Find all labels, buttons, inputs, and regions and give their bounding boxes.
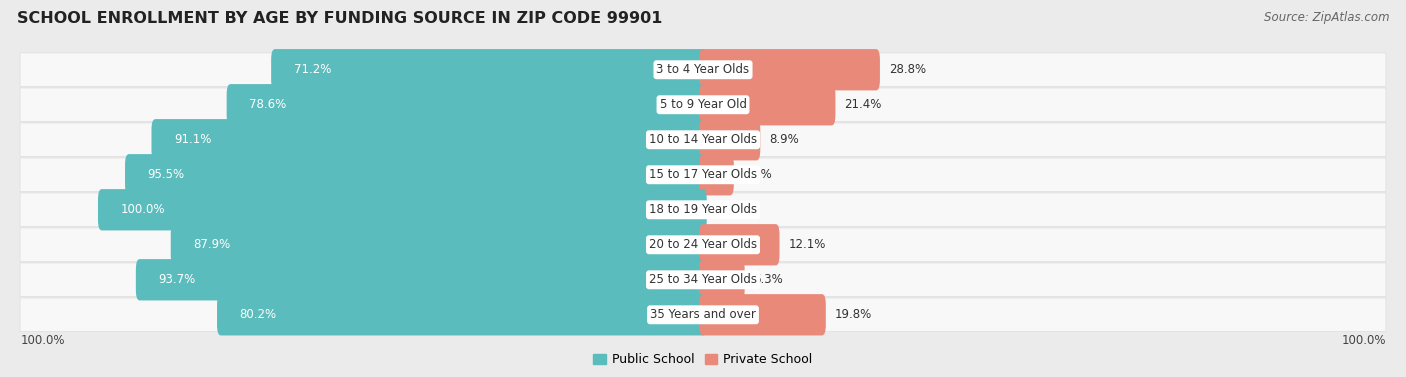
Text: 91.1%: 91.1%: [174, 133, 211, 146]
FancyBboxPatch shape: [699, 154, 734, 195]
Text: 80.2%: 80.2%: [239, 308, 277, 321]
FancyBboxPatch shape: [699, 259, 745, 300]
Text: 25 to 34 Year Olds: 25 to 34 Year Olds: [650, 273, 756, 286]
FancyBboxPatch shape: [271, 49, 707, 90]
FancyBboxPatch shape: [20, 228, 1386, 262]
FancyBboxPatch shape: [20, 193, 1386, 227]
Text: 93.7%: 93.7%: [159, 273, 195, 286]
FancyBboxPatch shape: [20, 53, 1386, 87]
FancyBboxPatch shape: [699, 84, 835, 126]
Text: 21.4%: 21.4%: [844, 98, 882, 111]
Text: 0.0%: 0.0%: [716, 203, 745, 216]
FancyBboxPatch shape: [136, 259, 707, 300]
FancyBboxPatch shape: [125, 154, 707, 195]
Text: 78.6%: 78.6%: [249, 98, 287, 111]
Text: 20 to 24 Year Olds: 20 to 24 Year Olds: [650, 238, 756, 251]
Text: 28.8%: 28.8%: [889, 63, 925, 76]
FancyBboxPatch shape: [20, 298, 1386, 332]
Text: 95.5%: 95.5%: [148, 168, 184, 181]
Text: SCHOOL ENROLLMENT BY AGE BY FUNDING SOURCE IN ZIP CODE 99901: SCHOOL ENROLLMENT BY AGE BY FUNDING SOUR…: [17, 11, 662, 26]
Text: 71.2%: 71.2%: [294, 63, 330, 76]
Text: 6.3%: 6.3%: [754, 273, 783, 286]
Legend: Public School, Private School: Public School, Private School: [588, 348, 818, 371]
FancyBboxPatch shape: [699, 294, 825, 336]
Text: Source: ZipAtlas.com: Source: ZipAtlas.com: [1264, 11, 1389, 24]
Text: 15 to 17 Year Olds: 15 to 17 Year Olds: [650, 168, 756, 181]
FancyBboxPatch shape: [20, 123, 1386, 156]
Text: 10 to 14 Year Olds: 10 to 14 Year Olds: [650, 133, 756, 146]
Text: 5 to 9 Year Old: 5 to 9 Year Old: [659, 98, 747, 111]
Text: 12.1%: 12.1%: [789, 238, 825, 251]
Text: 8.9%: 8.9%: [769, 133, 799, 146]
Text: 100.0%: 100.0%: [1341, 334, 1386, 347]
Text: 87.9%: 87.9%: [193, 238, 231, 251]
FancyBboxPatch shape: [226, 84, 707, 126]
FancyBboxPatch shape: [170, 224, 707, 265]
FancyBboxPatch shape: [98, 189, 707, 230]
Text: 4.5%: 4.5%: [742, 168, 772, 181]
Text: 100.0%: 100.0%: [121, 203, 165, 216]
FancyBboxPatch shape: [152, 119, 707, 161]
Text: 3 to 4 Year Olds: 3 to 4 Year Olds: [657, 63, 749, 76]
Text: 18 to 19 Year Olds: 18 to 19 Year Olds: [650, 203, 756, 216]
Text: 35 Years and over: 35 Years and over: [650, 308, 756, 321]
FancyBboxPatch shape: [699, 49, 880, 90]
FancyBboxPatch shape: [217, 294, 707, 336]
FancyBboxPatch shape: [20, 88, 1386, 121]
FancyBboxPatch shape: [699, 119, 761, 161]
Text: 100.0%: 100.0%: [20, 334, 65, 347]
FancyBboxPatch shape: [20, 263, 1386, 297]
FancyBboxPatch shape: [20, 158, 1386, 192]
FancyBboxPatch shape: [699, 224, 779, 265]
Text: 19.8%: 19.8%: [835, 308, 872, 321]
